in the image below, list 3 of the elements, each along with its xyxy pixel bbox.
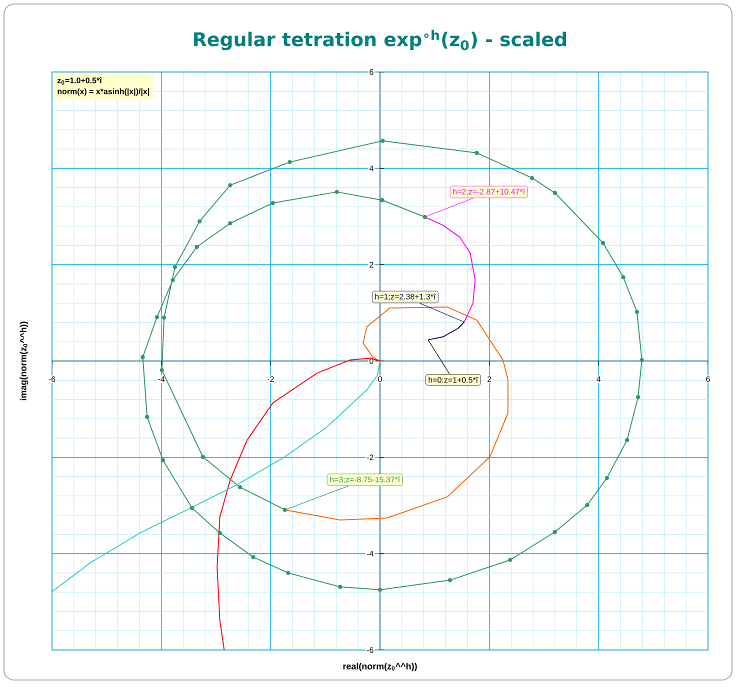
y-axis-title: imag(norm(z$_{0}$^^h)) [20,322,28,400]
x-axis-title: real(norm(z$_{0}$^^h)) [343,662,417,672]
chart-title: Regular tetration exp$^{∘h}$(z$_{0}$) - scaled [194,30,566,50]
